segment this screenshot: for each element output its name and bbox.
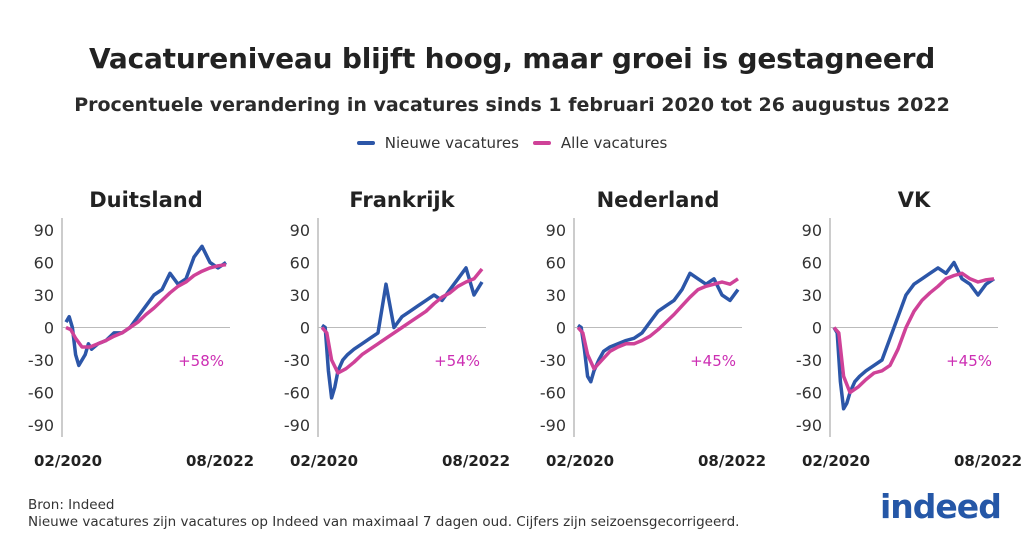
panel-title-nederland: Nederland [596, 188, 720, 212]
annotation-vk: +45% [946, 352, 992, 370]
panel-title-vk: VK [897, 188, 931, 212]
y-tick-label: -90 [28, 416, 54, 435]
y-tick-label: 90 [290, 221, 310, 240]
y-tick-label: 60 [546, 254, 566, 273]
y-tick-label: -30 [796, 351, 822, 370]
y-tick-label: 0 [556, 319, 566, 338]
legend-label-new: Nieuwe vacatures [384, 134, 519, 152]
y-tick-label: -30 [284, 351, 310, 370]
series-line-new-frankrijk [321, 266, 484, 400]
series-line-all-vk [832, 271, 995, 395]
legend-swatch-all [532, 141, 551, 145]
x-end-label-frankrijk: 08/2022 [442, 452, 511, 470]
y-tick-label: -90 [796, 416, 822, 435]
legend-item-all: Alle vacatures [532, 134, 668, 152]
y-tick-label: 30 [34, 286, 54, 305]
y-tick-label: 90 [546, 221, 566, 240]
y-tick-label: 30 [802, 286, 822, 305]
series-line-new-nederland [577, 271, 740, 384]
x-end-label-duitsland: 08/2022 [186, 452, 255, 470]
series-line-all-nederland [576, 277, 739, 371]
y-tick-label: -60 [540, 384, 566, 403]
panel-title-frankrijk: Frankrijk [349, 188, 455, 212]
series-line-all-duitsland [65, 262, 227, 349]
chart-title: Vacatureniveau blijft hoog, maar groei i… [88, 42, 936, 75]
y-tick-label: 30 [290, 286, 310, 305]
x-start-label-frankrijk: 02/2020 [290, 452, 359, 470]
series-line-all-frankrijk [320, 267, 484, 375]
y-tick-label: 90 [34, 221, 54, 240]
annotation-duitsland: +58% [178, 352, 224, 370]
x-start-label-nederland: 02/2020 [546, 452, 615, 470]
y-tick-label: 0 [44, 319, 54, 338]
y-tick-label: -60 [284, 384, 310, 403]
x-end-label-vk: 08/2022 [954, 452, 1023, 470]
legend: Nieuwe vacatures Alle vacatures [0, 134, 1024, 152]
footer: Bron: Indeed Nieuwe vacatures zijn vacat… [28, 497, 739, 531]
panel-title-duitsland: Duitsland [89, 188, 203, 212]
series-line-new-vk [832, 260, 995, 411]
y-tick-label: -60 [796, 384, 822, 403]
y-tick-label: -90 [540, 416, 566, 435]
chart-subtitle: Procentuele verandering in vacatures sin… [74, 94, 950, 116]
y-tick-label: -90 [284, 416, 310, 435]
y-tick-label: 60 [34, 254, 54, 273]
y-tick-label: 60 [290, 254, 310, 273]
y-tick-label: 0 [812, 319, 822, 338]
annotation-frankrijk: +54% [434, 352, 480, 370]
y-tick-label: -30 [540, 351, 566, 370]
x-end-label-nederland: 08/2022 [698, 452, 767, 470]
legend-swatch-new [356, 141, 375, 145]
y-tick-label: -60 [28, 384, 54, 403]
legend-label-all: Alle vacatures [560, 134, 668, 152]
annotation-nederland: +45% [690, 352, 736, 370]
y-tick-label: 90 [802, 221, 822, 240]
footnote-text: Nieuwe vacatures zijn vacatures op Indee… [28, 514, 740, 530]
y-tick-label: 0 [300, 319, 310, 338]
legend-item-new: Nieuwe vacatures [356, 134, 519, 152]
x-start-label-duitsland: 02/2020 [34, 452, 103, 470]
indeed-logo: indeed [880, 487, 1002, 526]
source-text: Bron: Indeed [28, 497, 115, 513]
x-start-label-vk: 02/2020 [802, 452, 871, 470]
y-tick-label: 60 [802, 254, 822, 273]
y-tick-label: -30 [28, 351, 54, 370]
y-tick-label: 30 [546, 286, 566, 305]
